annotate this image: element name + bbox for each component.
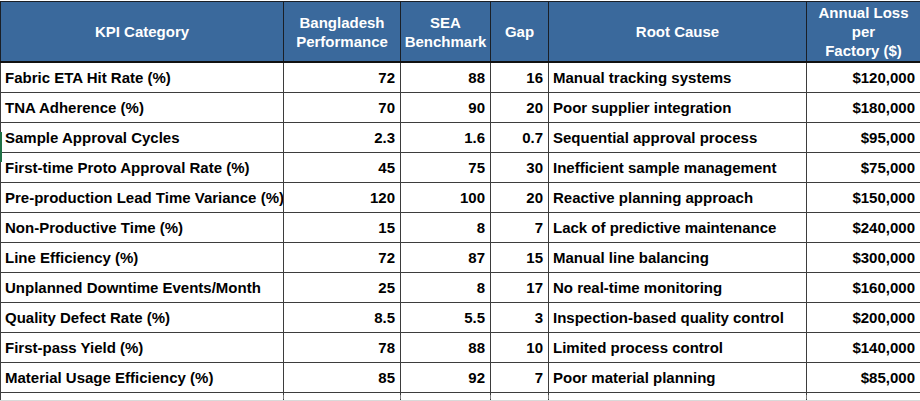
cell-kpi[interactable]: Line Efficiency (%): [1, 243, 284, 273]
cell-sea[interactable]: 92: [401, 363, 491, 393]
cell-bd[interactable]: 8.5: [284, 303, 401, 333]
cell-kpi[interactable]: Pre-production Lead Time Variance (%): [1, 183, 284, 213]
column-header-bd[interactable]: Bangladesh Performance: [284, 2, 401, 63]
cell-sea[interactable]: 5.5: [401, 303, 491, 333]
cell-bd[interactable]: 2.3: [284, 123, 401, 153]
cell-bd[interactable]: 120: [284, 183, 401, 213]
cell-cause[interactable]: Limited process control: [549, 333, 807, 363]
cell-kpi[interactable]: Material Usage Efficiency (%): [1, 363, 284, 393]
cell-gap[interactable]: 7: [491, 363, 549, 393]
cell-kpi[interactable]: Sample Approval Cycles: [1, 123, 284, 153]
sheet-gridline-stub: [283, 395, 284, 399]
cell-sea[interactable]: 88: [401, 62, 491, 93]
cell-cause[interactable]: No real-time monitoring: [549, 273, 807, 303]
cell-bd[interactable]: 72: [284, 62, 401, 93]
column-header-kpi[interactable]: KPI Category: [1, 2, 284, 63]
cell-loss[interactable]: $150,000: [807, 183, 920, 213]
cell-kpi[interactable]: Quality Defect Rate (%): [1, 303, 284, 333]
table-row: Quality Defect Rate (%)8.55.53Inspection…: [1, 303, 920, 333]
sheet-gridline-stub: [490, 395, 491, 399]
table-row: Unplanned Downtime Events/Month25817No r…: [1, 273, 920, 303]
cell-gap[interactable]: 30: [491, 153, 549, 183]
cell-kpi[interactable]: First-pass Yield (%): [1, 333, 284, 363]
cell-gap[interactable]: 20: [491, 183, 549, 213]
cell-gap[interactable]: 20: [491, 93, 549, 123]
header-row: KPI CategoryBangladesh PerformanceSEA Be…: [1, 2, 920, 63]
table-row: Line Efficiency (%)728715Manual line bal…: [1, 243, 920, 273]
cell-loss[interactable]: $240,000: [807, 213, 920, 243]
column-header-sea[interactable]: SEA Benchmark: [401, 2, 491, 63]
cell-gap[interactable]: 0.7: [491, 123, 549, 153]
table-row: Pre-production Lead Time Variance (%)120…: [1, 183, 920, 213]
cell-cause[interactable]: Manual line balancing: [549, 243, 807, 273]
cell-bd[interactable]: 25: [284, 273, 401, 303]
column-header-loss[interactable]: Annual Loss per Factory ($): [807, 2, 920, 63]
cell-bd[interactable]: 78: [284, 333, 401, 363]
column-header-cause[interactable]: Root Cause: [549, 2, 807, 63]
table-row: Fabric ETA Hit Rate (%)728816Manual trac…: [1, 62, 920, 93]
cell-loss[interactable]: $95,000: [807, 123, 920, 153]
cell-cause[interactable]: Reactive planning approach: [549, 183, 807, 213]
cell-loss[interactable]: $160,000: [807, 273, 920, 303]
table-row: First-pass Yield (%)788810Limited proces…: [1, 333, 920, 363]
cell-cause[interactable]: Sequential approval process: [549, 123, 807, 153]
table-row: Non-Productive Time (%)1587Lack of predi…: [1, 213, 920, 243]
cell-bd[interactable]: 72: [284, 243, 401, 273]
cell-loss[interactable]: $75,000: [807, 153, 920, 183]
cell-loss[interactable]: $180,000: [807, 93, 920, 123]
cell-kpi[interactable]: TNA Adherence (%): [1, 93, 284, 123]
cell-sea[interactable]: 8: [401, 273, 491, 303]
cell-cause[interactable]: Poor supplier integration: [549, 93, 807, 123]
table-row: First-time Proto Approval Rate (%)457530…: [1, 153, 920, 183]
cell-sea[interactable]: 87: [401, 243, 491, 273]
cell-loss[interactable]: $120,000: [807, 62, 920, 93]
cell-cause[interactable]: Inspection-based quality control: [549, 303, 807, 333]
cell-sea[interactable]: 1.6: [401, 123, 491, 153]
kpi-benchmark-table: KPI CategoryBangladesh PerformanceSEA Be…: [0, 1, 920, 401]
cell-kpi[interactable]: First-time Proto Approval Rate (%): [1, 153, 284, 183]
cell-gap[interactable]: 7: [491, 213, 549, 243]
column-header-gap[interactable]: Gap: [491, 2, 549, 63]
cell-kpi[interactable]: Non-Productive Time (%): [1, 213, 284, 243]
table-row: Sample Approval Cycles2.31.60.7Sequentia…: [1, 123, 920, 153]
cell-bd[interactable]: 70: [284, 93, 401, 123]
cell-kpi[interactable]: Unplanned Downtime Events/Month: [1, 273, 284, 303]
cell-sea[interactable]: 75: [401, 153, 491, 183]
cell-sea[interactable]: 8: [401, 213, 491, 243]
cell-cause[interactable]: Inefficient sample management: [549, 153, 807, 183]
active-cell-border: [0, 132, 2, 162]
table-row: Material Usage Efficiency (%)85927Poor m…: [1, 363, 920, 393]
cell-loss[interactable]: $200,000: [807, 303, 920, 333]
sheet-gridline-stub: [400, 395, 401, 399]
cell-cause[interactable]: Lack of predictive maintenance: [549, 213, 807, 243]
cell-cause[interactable]: Manual tracking systems: [549, 62, 807, 93]
cell-bd[interactable]: 45: [284, 153, 401, 183]
spreadsheet-view: KPI CategoryBangladesh PerformanceSEA Be…: [0, 0, 920, 401]
cell-kpi[interactable]: Fabric ETA Hit Rate (%): [1, 62, 284, 93]
cell-sea[interactable]: 88: [401, 333, 491, 363]
cell-cause[interactable]: Poor material planning: [549, 363, 807, 393]
cell-gap[interactable]: 3: [491, 303, 549, 333]
cell-gap[interactable]: 17: [491, 273, 549, 303]
cell-gap[interactable]: 15: [491, 243, 549, 273]
cell-gap[interactable]: 16: [491, 62, 549, 93]
cell-sea[interactable]: 90: [401, 93, 491, 123]
cell-loss[interactable]: $85,000: [807, 363, 920, 393]
cell-loss[interactable]: $140,000: [807, 333, 920, 363]
cell-loss[interactable]: $300,000: [807, 243, 920, 273]
sheet-gridline-stub: [548, 395, 549, 399]
cell-gap[interactable]: 10: [491, 333, 549, 363]
cell-bd[interactable]: 85: [284, 363, 401, 393]
table-row: TNA Adherence (%)709020Poor supplier int…: [1, 93, 920, 123]
cell-sea[interactable]: 100: [401, 183, 491, 213]
sheet-gridline-stub: [806, 395, 807, 399]
cell-bd[interactable]: 15: [284, 213, 401, 243]
